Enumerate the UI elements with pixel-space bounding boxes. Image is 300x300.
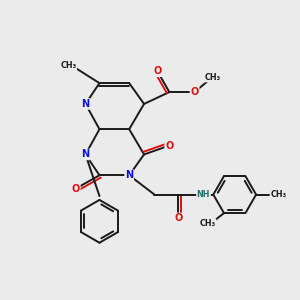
Text: O: O [153, 66, 162, 76]
Text: NH: NH [197, 190, 210, 199]
Text: O: O [174, 213, 182, 224]
Text: O: O [190, 87, 199, 97]
Text: N: N [81, 149, 90, 160]
Text: CH₃: CH₃ [60, 61, 76, 70]
Text: N: N [125, 170, 133, 180]
Text: N: N [81, 99, 90, 109]
Text: CH₃: CH₃ [270, 190, 286, 199]
Text: O: O [165, 140, 173, 151]
Text: O: O [72, 184, 80, 194]
Text: CH₃: CH₃ [200, 219, 216, 228]
Text: CH₃: CH₃ [204, 73, 220, 82]
